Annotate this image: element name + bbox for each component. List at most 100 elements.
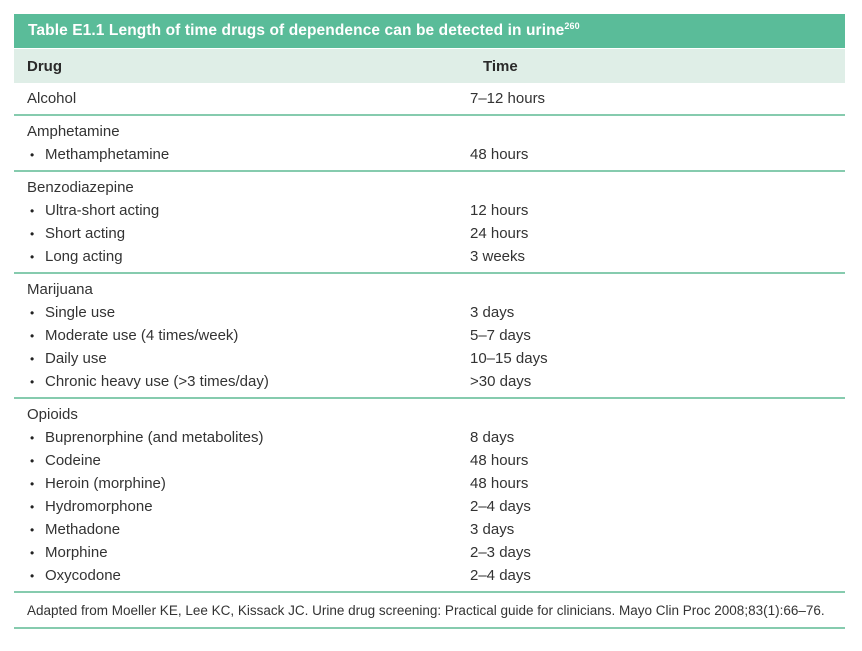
drug-name-text: Morphine (45, 544, 108, 561)
drug-name-cell: • Morphine (14, 544, 470, 561)
table-row: • Heroin (morphine) 48 hours (14, 472, 845, 495)
bullet-icon: • (30, 351, 35, 366)
drug-detection-table: Table E1.1 Length of time drugs of depen… (14, 14, 845, 629)
table-row: • Moderate use (4 times/week) 5–7 days (14, 324, 845, 347)
table-row: • Single use 3 days (14, 301, 845, 324)
table-title-superscript: 260 (564, 20, 580, 31)
table-section: Alcohol 7–12 hours (14, 83, 845, 114)
column-header-time: Time (483, 57, 518, 75)
table-section: Marijuana • Single use 3 days • Moderate use … (14, 272, 845, 397)
drug-name-text: Methamphetamine (45, 146, 170, 163)
drug-name-cell: • Daily use (14, 350, 470, 367)
bullet-icon: • (30, 374, 35, 389)
bullet-icon: • (30, 453, 35, 468)
drug-name-cell: • Moderate use (4 times/week) (14, 327, 470, 344)
bullet-icon: • (30, 568, 35, 583)
drug-name-text: Short acting (45, 225, 126, 242)
table-title: Table E1.1 Length of time drugs of depen… (28, 22, 565, 39)
drug-name-text: Marijuana (27, 281, 93, 298)
table-row: Alcohol 7–12 hours (14, 87, 845, 110)
table-body: Alcohol 7–12 hours Amphetamine • Methampheta… (14, 83, 845, 591)
drug-name-text: Codeine (45, 452, 101, 469)
bullet-icon: • (30, 522, 35, 537)
group-header-row: Opioids (14, 403, 845, 426)
drug-group-label: Marijuana (14, 281, 470, 298)
table-title-bar: Table E1.1 Length of time drugs of depen… (14, 14, 845, 48)
drug-group-label: Opioids (14, 406, 470, 423)
drug-name-text: Heroin (morphine) (45, 475, 166, 492)
time-cell: 8 days (470, 429, 515, 446)
time-cell: 2–4 days (470, 498, 531, 515)
drug-name-cell: • Chronic heavy use (>3 times/day) (14, 373, 470, 390)
drug-name-cell: • Short acting (14, 225, 470, 242)
drug-name-cell: • Single use (14, 304, 470, 321)
time-cell: 7–12 hours (470, 90, 546, 107)
group-header-row: Amphetamine (14, 120, 845, 143)
table-row: • Morphine 2–3 days (14, 541, 845, 564)
time-cell: 3 days (470, 521, 515, 538)
time-cell: 5–7 days (470, 327, 531, 344)
column-header-drug: Drug (27, 57, 62, 75)
bullet-icon: • (30, 430, 35, 445)
table-row: • Methamphetamine 48 hours (14, 143, 845, 166)
drug-name-text: Long acting (45, 248, 123, 265)
drug-name-cell: • Buprenorphine (and metabolites) (14, 429, 470, 446)
time-cell: 12 hours (470, 202, 529, 219)
group-header-row: Benzodiazepine (14, 176, 845, 199)
time-cell: 48 hours (470, 475, 529, 492)
drug-name-cell: Alcohol (14, 90, 470, 107)
drug-name-text: Single use (45, 304, 116, 321)
drug-name-cell: • Methamphetamine (14, 146, 470, 163)
bullet-icon: • (30, 476, 35, 491)
drug-group-label: Benzodiazepine (14, 179, 470, 196)
drug-name-text: Amphetamine (27, 123, 120, 140)
drug-name-cell: • Methadone (14, 521, 470, 538)
drug-name-text: Alcohol (27, 90, 77, 107)
table-footnote: Adapted from Moeller KE, Lee KC, Kissack… (14, 591, 845, 629)
table-row: • Chronic heavy use (>3 times/day) >30 day… (14, 370, 845, 393)
table-row: • Long acting 3 weeks (14, 245, 845, 268)
table-section: Amphetamine • Methamphetamine 48 hours (14, 114, 845, 170)
drug-name-text: Benzodiazepine (27, 179, 134, 196)
bullet-icon: • (30, 147, 35, 162)
drug-name-text: Buprenorphine (and metabolites) (45, 429, 264, 446)
drug-name-text: Moderate use (4 times/week) (45, 327, 239, 344)
drug-name-cell: • Hydromorphone (14, 498, 470, 515)
bullet-icon: • (30, 203, 35, 218)
table-section: Opioids • Buprenorphine (and metabolites) 8… (14, 397, 845, 591)
table-row: • Short acting 24 hours (14, 222, 845, 245)
bullet-icon: • (30, 226, 35, 241)
table-row: • Hydromorphone 2–4 days (14, 495, 845, 518)
table-row: • Ultra-short acting 12 hours (14, 199, 845, 222)
drug-name-cell: • Long acting (14, 248, 470, 265)
drug-name-text: Hydromorphone (45, 498, 153, 515)
time-cell: 24 hours (470, 225, 529, 242)
drug-name-cell: • Heroin (morphine) (14, 475, 470, 492)
drug-name-text: Daily use (45, 350, 107, 367)
table-row: • Buprenorphine (and metabolites) 8 days (14, 426, 845, 449)
time-cell: 2–3 days (470, 544, 531, 561)
drug-name-text: Oxycodone (45, 567, 121, 584)
column-header-row: Drug Time (14, 49, 845, 83)
time-cell: 3 weeks (470, 248, 526, 265)
bullet-icon: • (30, 249, 35, 264)
time-cell: 3 days (470, 304, 515, 321)
group-header-row: Marijuana (14, 278, 845, 301)
table-row: • Methadone 3 days (14, 518, 845, 541)
bullet-icon: • (30, 328, 35, 343)
table-section: Benzodiazepine • Ultra-short acting 12 hour… (14, 170, 845, 272)
table-row: • Oxycodone 2–4 days (14, 564, 845, 587)
drug-name-cell: • Oxycodone (14, 567, 470, 584)
bullet-icon: • (30, 545, 35, 560)
time-cell: 48 hours (470, 146, 529, 163)
table-row: • Codeine 48 hours (14, 449, 845, 472)
bullet-icon: • (30, 499, 35, 514)
drug-group-label: Amphetamine (14, 123, 470, 140)
time-cell: 48 hours (470, 452, 529, 469)
time-cell: 10–15 days (470, 350, 548, 367)
drug-name-text: Methadone (45, 521, 121, 538)
time-cell: >30 days (470, 373, 532, 390)
bullet-icon: • (30, 305, 35, 320)
table-row: • Daily use 10–15 days (14, 347, 845, 370)
drug-name-cell: • Codeine (14, 452, 470, 469)
